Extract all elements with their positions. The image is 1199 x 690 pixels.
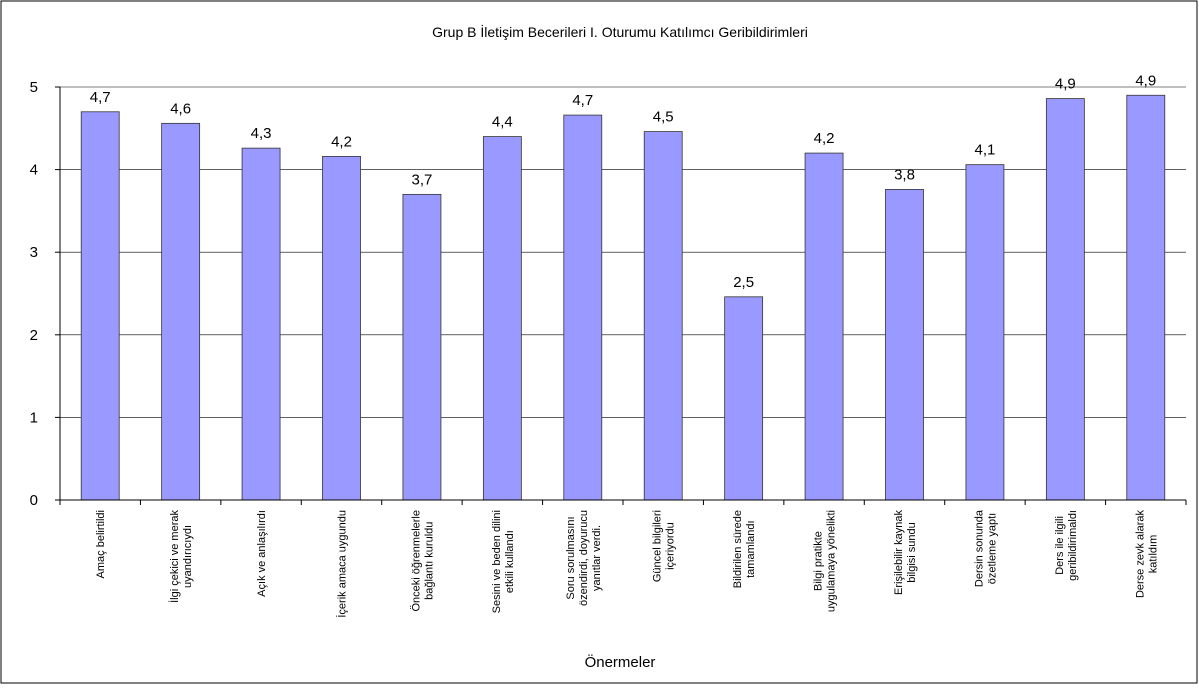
value-label: 3,8 (894, 166, 915, 183)
value-label: 4,1 (974, 142, 995, 159)
x-tick-label: Sesini ve beden dilinietkili kullandı (491, 510, 516, 613)
x-tick-label-line: Bilgi pratikte (813, 531, 825, 591)
y-tick-label: 3 (30, 244, 38, 261)
x-tick-label: Dersin sonundaözetleme yaptı (973, 509, 998, 587)
x-tick-label-line: geribildirimaldı (1067, 510, 1079, 581)
x-tick-label-line: uygulamaya yönelikti (826, 510, 838, 612)
value-label: 4,9 (1055, 76, 1076, 93)
x-tick-label-line: katıldım (1147, 535, 1159, 574)
x-tick-label-line: bilgisi sundu (906, 522, 918, 583)
x-tick-label-line: Derse zevk alarak (1134, 510, 1146, 599)
x-tick-label-line: yanıtlar verdi. (591, 525, 603, 591)
value-label: 4,6 (170, 100, 191, 117)
value-label: 4,3 (251, 125, 272, 142)
x-tick-label-line: Dersin sonunda (973, 509, 985, 587)
bar (563, 114, 603, 501)
bar (724, 296, 764, 501)
x-tick-label: İlgi çekici ve merakuyandırıcıydı (168, 510, 194, 603)
bar (965, 164, 1005, 501)
bar (482, 136, 522, 501)
x-tick-label: Açık ve anlaşılırdı (256, 510, 268, 597)
bar (161, 122, 201, 501)
x-tick-label-line: özendirdi, doyurucu (578, 510, 590, 606)
x-tick-label-line: Önceki öğrenmelerle (410, 510, 422, 612)
value-label: 4,9 (1135, 72, 1156, 89)
x-tick-label-line: Erişilebilir kaynak (893, 510, 905, 595)
value-label: 3,7 (411, 171, 432, 188)
x-tick-label: Ders ile ilgiligeribildirimaldı (1054, 510, 1079, 581)
x-tick-label-line: özetleme yaptı (986, 513, 998, 585)
chart-title: Grup B İletişim Becerileri I. Oturumu Ka… (432, 23, 808, 40)
y-tick-label: 2 (30, 327, 38, 344)
x-tick-label-line: Güncel bilgileri (652, 510, 664, 582)
y-tick-label: 0 (30, 492, 38, 509)
bar (80, 111, 120, 501)
x-tick-label-line: Bildirilen sürede (732, 510, 744, 588)
x-tick-label: Güncel bilgileriiçeriyordu (652, 510, 677, 582)
x-tick-label: Bilgi pratikteuygulamaya yönelikti (813, 510, 838, 612)
x-tick-label-line: İlgi çekici ve merak (168, 510, 181, 603)
bar (643, 131, 683, 501)
x-tick-label: İçerik amaca uygundu (336, 510, 349, 618)
x-tick-label: Soru sorulmasınıözendirdi, doyurucuyanıt… (565, 510, 603, 606)
x-tick-label-line: Sesini ve beden dilini (491, 510, 503, 613)
x-tick-label-line: Ders ile ilgili (1054, 516, 1066, 575)
x-tick-label-line: tamamlandı (745, 520, 757, 577)
bar (322, 155, 361, 501)
x-tick-label-line: Soru sorulmasını (565, 516, 577, 599)
x-tick-label-line: İçerik amaca uygundu (336, 510, 349, 618)
x-tick-label: Derse zevk alarakkatıldım (1134, 510, 1159, 599)
x-tick-label: Erişilebilir kaynakbilgisi sundu (893, 510, 918, 595)
y-tick-label: 4 (30, 162, 38, 179)
value-label: 4,4 (492, 114, 513, 131)
value-label: 2,5 (733, 274, 754, 291)
x-tick-label-line: içeriyordu (665, 522, 677, 570)
x-tick-label-line: Açık ve anlaşılırdı (256, 510, 268, 597)
x-tick-label-line: bağlantı kuruldu (423, 522, 435, 600)
value-label: 4,5 (653, 109, 674, 126)
value-label: 4,7 (90, 89, 111, 106)
bar (241, 147, 281, 501)
x-tick-label-line: etkili kullandı (504, 530, 516, 593)
bar (402, 193, 442, 501)
value-label: 4,2 (331, 133, 352, 150)
x-tick-label: Bildirilen süredetamamlandı (732, 510, 757, 588)
x-tick-label-line: Amaç belirtildi (95, 510, 107, 578)
x-tick-label: Amaç belirtildi (95, 510, 107, 578)
x-tick-label: Önceki öğrenmelerlebağlantı kuruldu (410, 510, 435, 612)
bar (804, 152, 844, 501)
value-label: 4,2 (814, 130, 835, 147)
bar (1045, 98, 1085, 501)
x-tick-label-line: uyandırıcıydı (182, 525, 194, 588)
bar (885, 189, 924, 501)
y-tick-label: 5 (30, 79, 38, 96)
bar (1126, 94, 1166, 501)
value-label: 4,7 (572, 92, 593, 109)
x-axis-title: Önermeler (585, 653, 656, 671)
y-tick-label: 1 (30, 409, 38, 426)
